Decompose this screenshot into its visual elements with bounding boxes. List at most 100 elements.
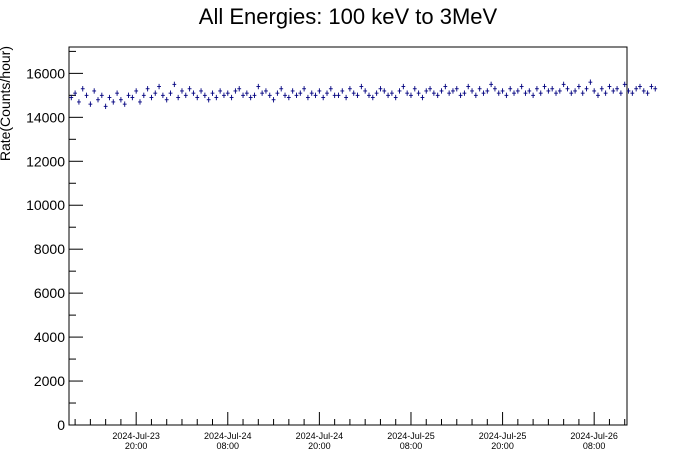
data-point: [531, 92, 536, 99]
data-point: [153, 90, 158, 96]
data-point: [122, 101, 127, 107]
y-tick-label: 16000: [26, 65, 65, 81]
data-point: [264, 88, 268, 94]
y-tick-label: 10000: [26, 197, 65, 213]
y-tick-label: 2000: [34, 373, 65, 389]
data-point: [607, 83, 612, 90]
x-axis: 2024-Jul-2320:002024-Jul-2408:002024-Jul…: [74, 412, 626, 451]
data-point: [275, 90, 280, 96]
data-point: [519, 83, 524, 90]
data-point: [592, 88, 597, 94]
data-point: [626, 88, 631, 94]
data-point: [210, 90, 215, 96]
data-point: [317, 88, 322, 94]
plot-border: [68, 46, 628, 426]
data-point: [554, 90, 558, 96]
data-point: [298, 90, 303, 96]
data-point: [538, 90, 543, 96]
data-point: [130, 94, 135, 101]
data-point: [214, 94, 219, 101]
data-point: [584, 86, 589, 92]
data-point: [508, 86, 513, 92]
data-point: [256, 83, 261, 90]
data-point: [634, 86, 639, 92]
x-tick-label-date: 2024-Jul-26: [570, 431, 618, 441]
data-point: [496, 90, 501, 96]
data-point: [378, 86, 383, 92]
data-point: [535, 86, 539, 92]
data-point: [187, 86, 192, 92]
data-point: [451, 88, 455, 94]
data-point: [206, 97, 211, 103]
x-tick-label-time: 20:00: [308, 441, 331, 451]
data-point: [241, 92, 245, 99]
data-point: [107, 94, 112, 101]
data-point: [191, 90, 196, 96]
data-point: [202, 92, 207, 99]
data-point: [359, 83, 364, 90]
data-point: [309, 90, 314, 96]
data-point: [645, 90, 650, 96]
data-point: [439, 88, 444, 94]
y-tick-label: 6000: [34, 285, 65, 301]
data-point: [573, 88, 578, 94]
data-point: [84, 92, 89, 99]
data-point: [412, 86, 417, 92]
data-point: [428, 86, 432, 92]
x-tick-label-time: 08:00: [217, 441, 240, 451]
data-point: [401, 83, 406, 90]
data-point: [577, 83, 581, 90]
data-point: [527, 88, 532, 94]
data-point: [580, 90, 585, 96]
data-point: [348, 86, 352, 92]
data-point: [168, 90, 173, 96]
data-point: [164, 97, 169, 103]
data-point: [424, 88, 429, 94]
data-point: [481, 90, 486, 96]
data-point: [500, 88, 505, 94]
data-point: [641, 88, 646, 94]
data-point: [447, 90, 452, 96]
data-point: [431, 90, 436, 96]
data-point: [561, 81, 566, 88]
data-point: [313, 92, 318, 99]
data-point: [649, 83, 654, 90]
data-point: [458, 92, 463, 99]
data-point: [138, 99, 142, 105]
data-point: [92, 88, 97, 94]
data-point: [596, 92, 600, 99]
chart-title: All Energies: 100 keV to 3MeV: [199, 4, 498, 29]
x-tick-label-date: 2024-Jul-24: [204, 431, 252, 441]
data-point: [199, 88, 203, 94]
data-point: [149, 94, 154, 101]
data-point: [115, 90, 119, 96]
data-point: [195, 94, 200, 101]
data-point: [565, 86, 570, 92]
data-point: [111, 99, 116, 105]
data-point: [134, 88, 139, 94]
x-tick-label-date: 2024-Jul-25: [479, 431, 527, 441]
data-point: [141, 92, 146, 99]
data-point: [454, 86, 459, 92]
y-axis: 0 2000 4000 6000 8000 10000 12000 14000 16000: [26, 50, 83, 433]
data-point: [550, 86, 555, 92]
x-tick-label-date: 2024-Jul-24: [296, 431, 344, 441]
data-point: [222, 92, 226, 99]
data-point: [283, 92, 287, 99]
plot-frame: [68, 46, 628, 426]
data-point: [489, 81, 494, 88]
data-point: [321, 94, 326, 101]
data-point: [180, 88, 184, 94]
data-point: [351, 90, 356, 96]
data-point: [370, 94, 375, 101]
data-point: [382, 88, 387, 94]
data-point: [172, 81, 177, 88]
data-point: [374, 90, 379, 96]
data-point: [126, 92, 131, 99]
data-point: [267, 92, 272, 99]
data-point: [233, 88, 238, 94]
x-tick-label-time: 08:00: [400, 441, 423, 451]
data-point: [294, 92, 299, 99]
data-point: [328, 86, 333, 92]
